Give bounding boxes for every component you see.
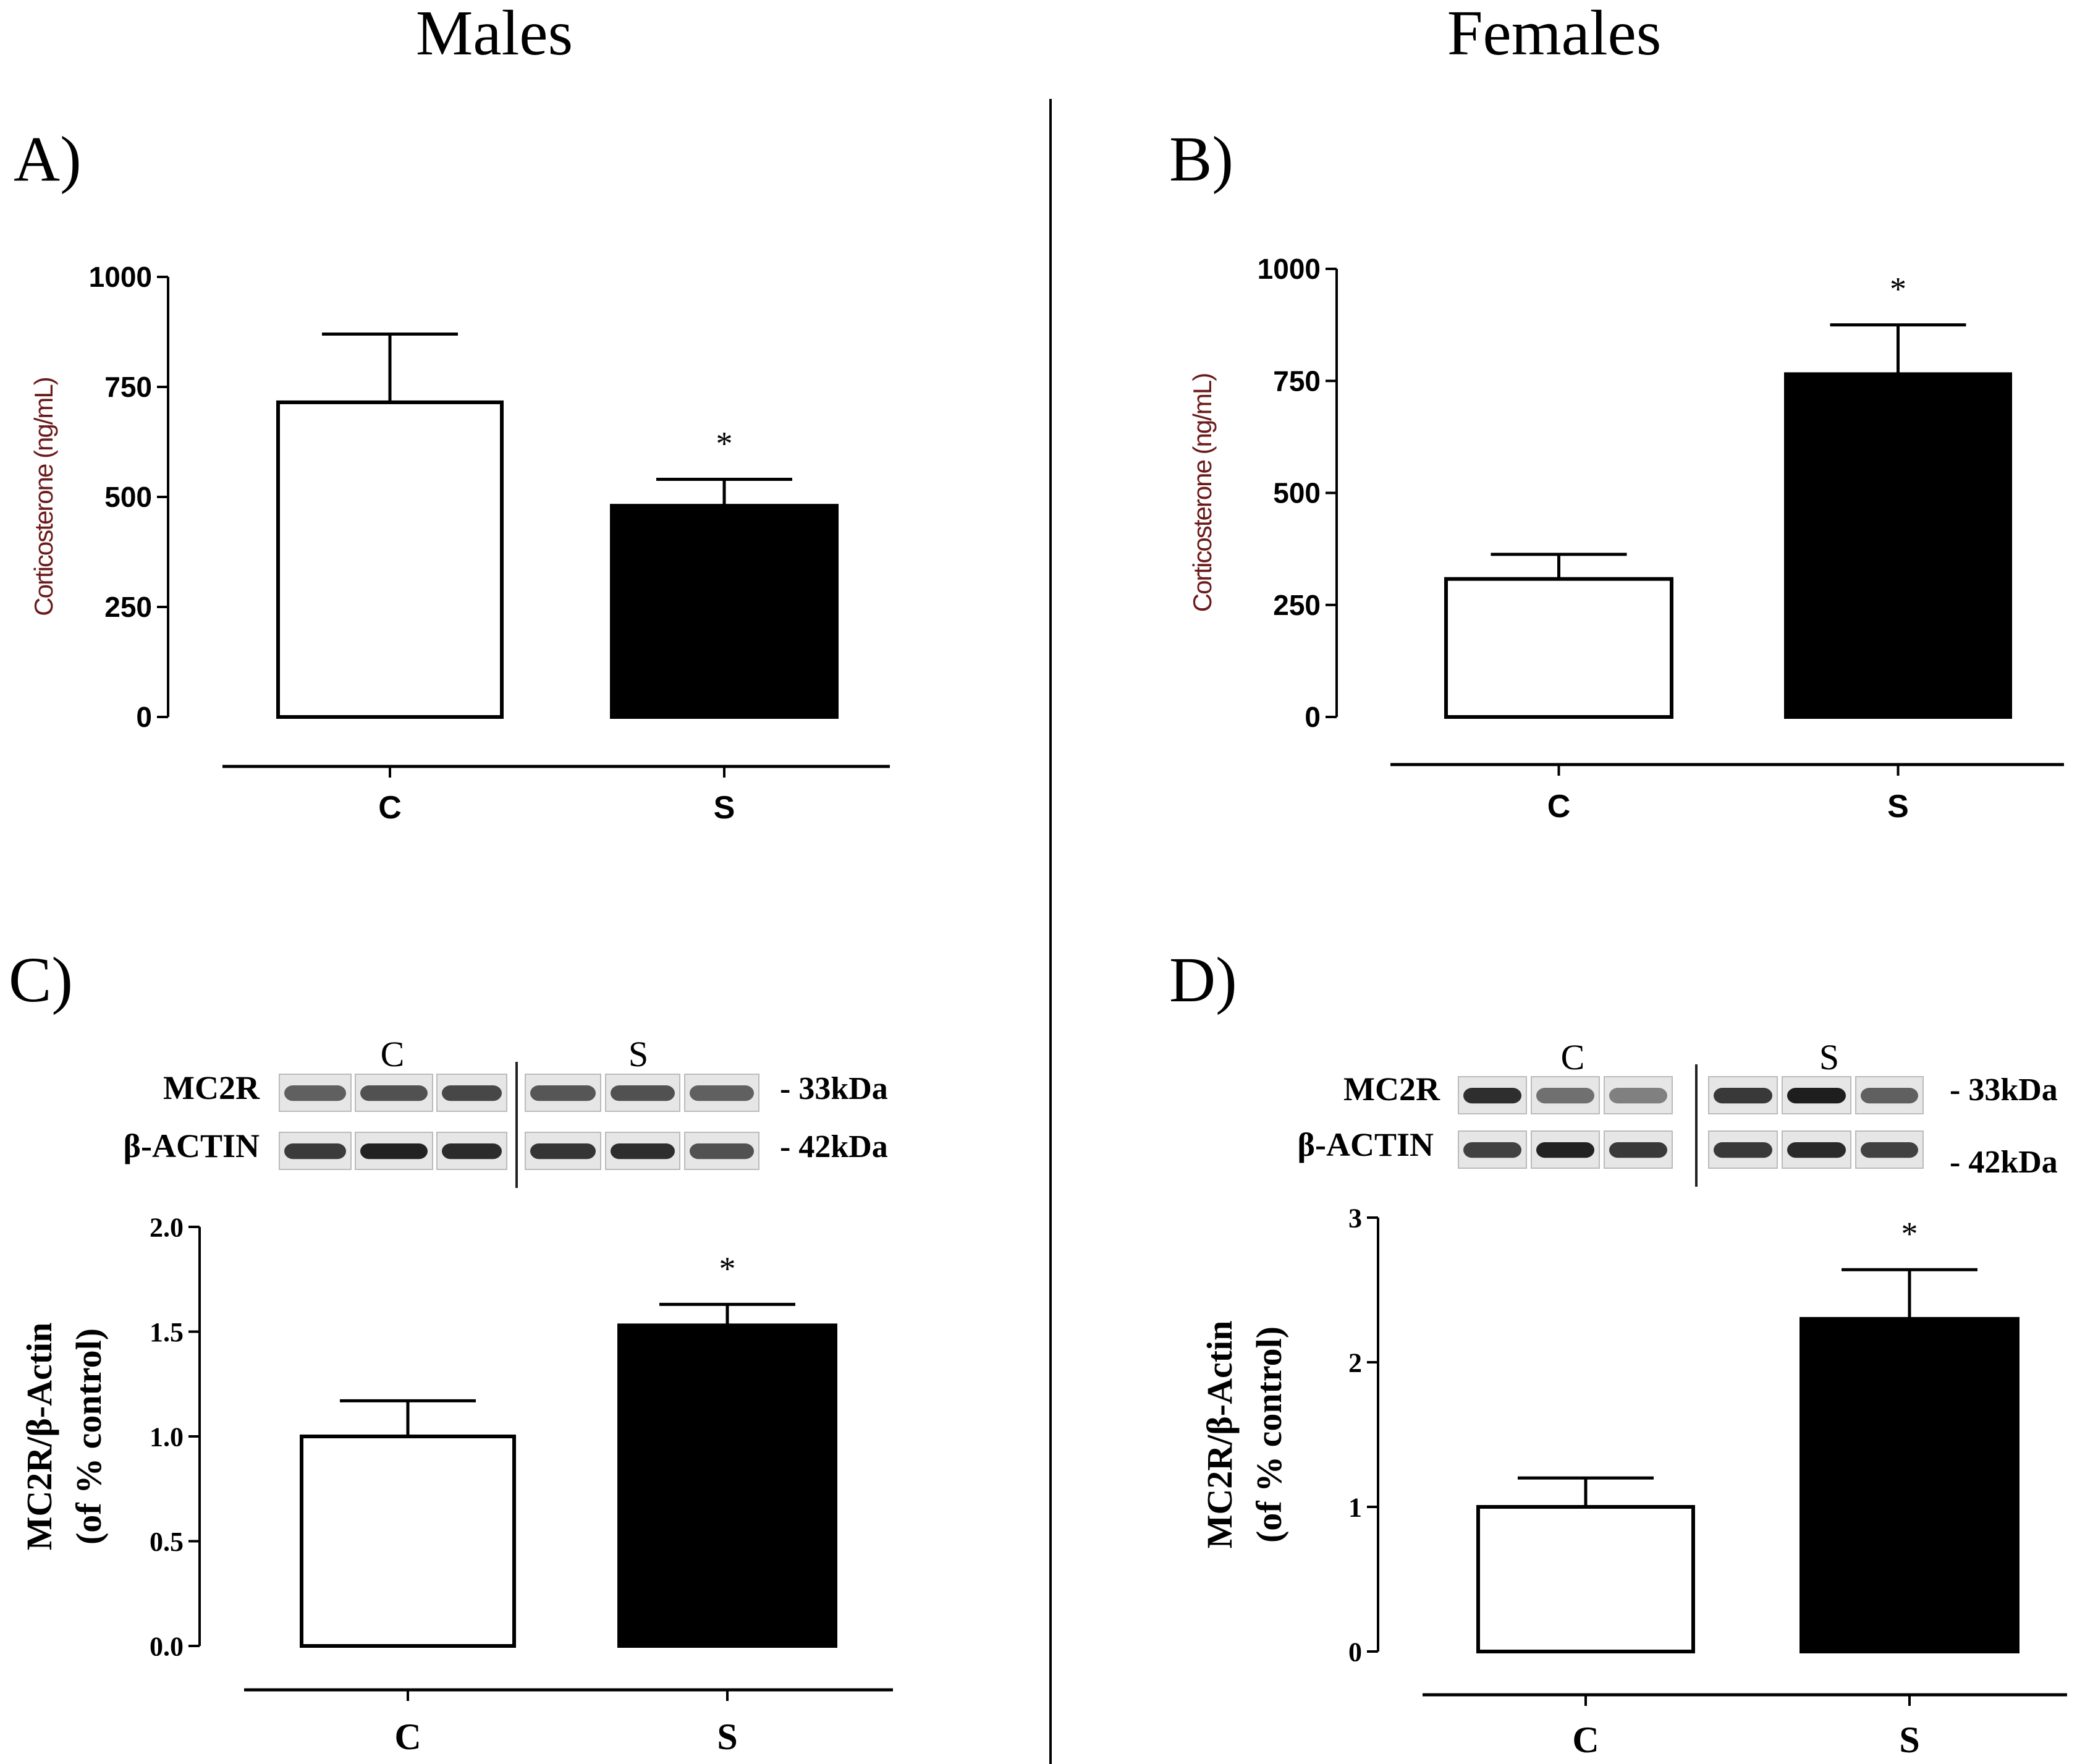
y-tick-label-c: 0.5 xyxy=(150,1527,184,1557)
panel-label-d: D) xyxy=(1169,944,1237,1016)
blot-c-group-c: C xyxy=(381,1034,405,1074)
blot-d-size-42: - 42kDa xyxy=(1950,1145,2058,1180)
significance-a: * xyxy=(716,425,733,462)
y-tick-label-b: 0 xyxy=(1305,701,1321,733)
y-tick-label-a: 250 xyxy=(104,591,152,623)
bar-c-s xyxy=(617,1323,837,1648)
y-axis-label-c-line1: MC2R/β-Actin xyxy=(19,1323,59,1551)
y-tick-label-a: 0 xyxy=(136,701,152,733)
blot-c-group-s: S xyxy=(628,1034,648,1074)
blot-band xyxy=(1861,1142,1918,1158)
chart-c: 0.0 0.5 1.0 1.5 2.0 C S * MC2R/β-Actin (of % cont… xyxy=(19,1212,893,1757)
x-tick-label-b-s: S xyxy=(1887,789,1909,825)
blot-band xyxy=(442,1143,502,1160)
significance-c: * xyxy=(719,1250,736,1287)
x-tick-label-a-c: C xyxy=(378,790,402,826)
blot-band xyxy=(690,1085,754,1101)
bar-d-s xyxy=(1800,1317,2019,1654)
chart-a: 0 250 500 750 1000 C S * Corticosterone (ng/mL) xyxy=(29,261,890,826)
blot-band xyxy=(530,1085,596,1101)
y-tick-label-c: 1.5 xyxy=(150,1317,184,1347)
blot-band xyxy=(690,1143,754,1160)
x-tick-label-d-s: S xyxy=(1899,1719,1919,1760)
blot-band xyxy=(284,1085,346,1101)
blot-band xyxy=(1609,1088,1667,1104)
y-tick-label-a: 1000 xyxy=(89,261,152,293)
panel-label-b: B) xyxy=(1169,124,1233,195)
y-tick-label-d: 3 xyxy=(1348,1203,1362,1233)
y-tick-label-a: 750 xyxy=(104,371,152,403)
blot-band xyxy=(530,1143,596,1160)
y-axis-label-c-line2: (of % control) xyxy=(69,1328,109,1545)
western-blot-d: C S MC2R β-ACTIN - 33kDa - 42kDa xyxy=(1298,1037,2058,1187)
header-females: Females xyxy=(1447,0,1662,69)
x-tick-label-c-c: C xyxy=(394,1716,421,1757)
chart-b: 0 250 500 750 1000 C S * Corticosterone (ng/mL) xyxy=(1188,253,2064,825)
blot-band xyxy=(611,1085,675,1101)
western-blot-c: C S MC2R β-ACTIN - 33kDa - 42kDa xyxy=(124,1034,888,1188)
blot-c-size-33: - 33kDa xyxy=(780,1071,888,1106)
bar-c-c xyxy=(300,1435,516,1648)
panel-label-a: A) xyxy=(14,124,82,195)
y-tick-label-c: 1.0 xyxy=(150,1422,184,1452)
blot-band xyxy=(360,1143,428,1160)
blot-band xyxy=(1787,1088,1846,1104)
blot-band xyxy=(1536,1088,1594,1104)
blot-band xyxy=(360,1085,428,1101)
blot-c-row-mc2r: MC2R xyxy=(163,1069,260,1106)
blot-c-size-42: - 42kDa xyxy=(780,1129,888,1164)
y-axis-label-d-line2: (of % control) xyxy=(1249,1326,1289,1543)
blot-band xyxy=(1609,1142,1667,1158)
bar-d-c xyxy=(1476,1505,1695,1653)
y-axis-label-a: Corticosterone (ng/mL) xyxy=(29,378,58,616)
blot-d-row-mc2r: MC2R xyxy=(1343,1071,1440,1108)
y-tick-label-a: 500 xyxy=(104,481,152,513)
bar-a-s xyxy=(610,504,839,719)
blot-band xyxy=(442,1085,502,1101)
blot-band xyxy=(1714,1142,1772,1158)
blot-band xyxy=(1463,1088,1521,1104)
chart-d: 0 1 2 3 C S * MC2R/β-Actin (of % control) xyxy=(1199,1203,2067,1760)
blot-band xyxy=(1463,1142,1521,1158)
y-tick-label-b: 1000 xyxy=(1258,253,1321,285)
y-tick-label-d: 1 xyxy=(1348,1492,1362,1522)
y-tick-label-c: 2.0 xyxy=(150,1212,184,1242)
significance-d: * xyxy=(1901,1215,1918,1252)
blot-d-group-s: S xyxy=(1819,1037,1839,1077)
x-tick-label-d-c: C xyxy=(1572,1719,1599,1760)
y-tick-label-d: 2 xyxy=(1348,1347,1362,1378)
blot-band xyxy=(611,1143,675,1160)
blot-d-group-c: C xyxy=(1561,1037,1585,1077)
blot-d-size-33: - 33kDa xyxy=(1950,1072,2058,1108)
blot-c-row-actin: β-ACTIN xyxy=(124,1127,260,1164)
blot-band xyxy=(1536,1142,1594,1158)
y-tick-label-d: 0 xyxy=(1348,1637,1362,1667)
header-males: Males xyxy=(416,0,573,69)
y-tick-label-b: 750 xyxy=(1273,365,1321,397)
x-tick-label-c-s: S xyxy=(717,1716,737,1757)
blot-band xyxy=(1714,1088,1772,1104)
significance-b: * xyxy=(1890,271,1906,308)
bar-b-s xyxy=(1784,372,2012,719)
blot-d-row-actin: β-ACTIN xyxy=(1298,1126,1434,1163)
y-tick-label-c: 0.0 xyxy=(150,1631,184,1661)
x-tick-label-b-c: C xyxy=(1547,789,1571,825)
blot-band xyxy=(1787,1142,1846,1158)
bar-b-c xyxy=(1444,577,1673,719)
y-tick-label-b: 250 xyxy=(1273,589,1321,621)
y-tick-label-b: 500 xyxy=(1273,477,1321,509)
blot-band xyxy=(1861,1088,1918,1104)
y-axis-label-b: Corticosterone (ng/mL) xyxy=(1188,374,1217,613)
blot-band xyxy=(284,1143,346,1160)
panel-label-c: C) xyxy=(9,944,73,1016)
bar-a-c xyxy=(276,400,504,719)
y-axis-label-d-line1: MC2R/β-Actin xyxy=(1199,1321,1240,1549)
x-tick-label-a-s: S xyxy=(714,790,735,826)
